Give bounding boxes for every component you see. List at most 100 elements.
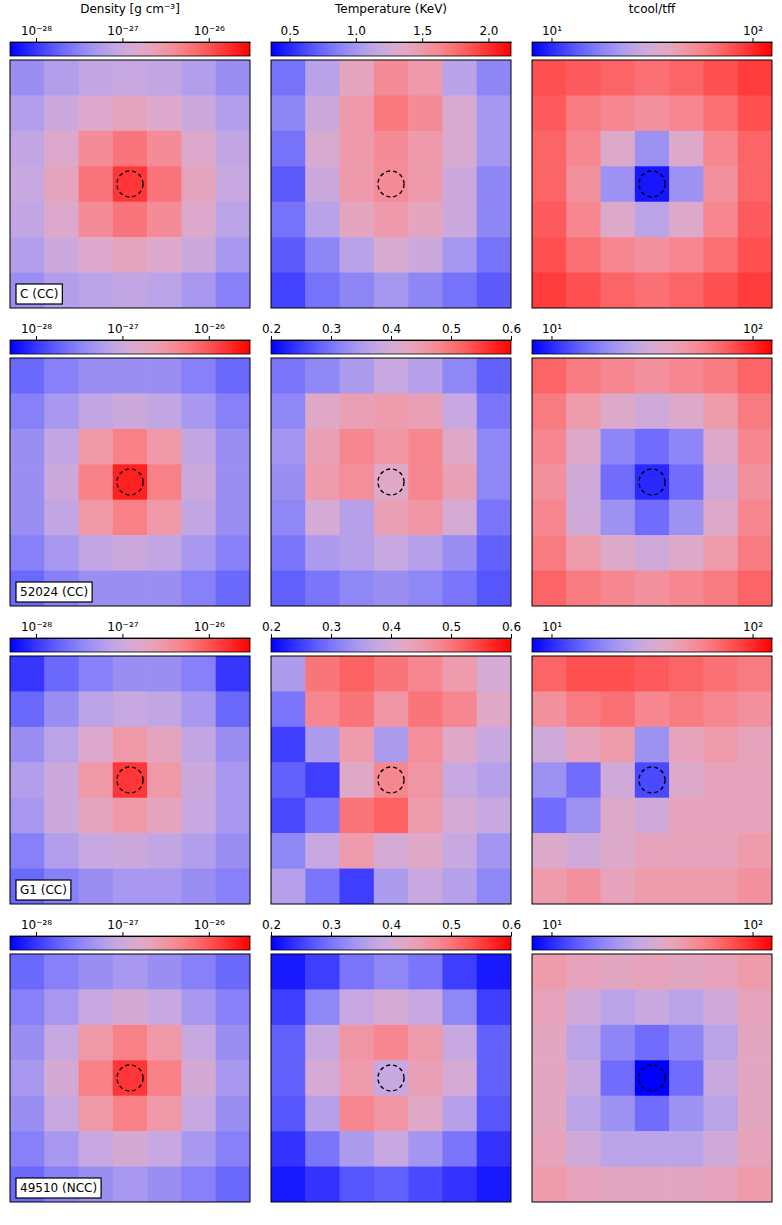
panel-frame <box>532 954 772 1202</box>
heatmap-cell <box>305 429 340 465</box>
colorbar-tick: 2.0 <box>479 24 498 42</box>
heatmap-cell <box>408 1025 443 1061</box>
colorbar-tick-mark <box>551 634 552 638</box>
heatmap-cell <box>305 166 340 202</box>
colorbar <box>271 936 511 950</box>
heatmap-cell <box>113 1096 148 1132</box>
heatmap-cell <box>181 954 216 990</box>
heatmap-cell <box>181 202 216 238</box>
heatmap-cell <box>738 464 772 500</box>
heatmap-cell <box>113 393 148 429</box>
heatmap-cell <box>374 535 409 571</box>
heatmap-cell <box>635 131 670 167</box>
colorbar-tick: 10⁻²⁸ <box>21 322 52 340</box>
heatmap-cell <box>635 273 670 308</box>
heatmap-cell <box>79 464 114 500</box>
heatmap-cell <box>374 95 409 131</box>
heatmap-cell <box>601 571 636 606</box>
heatmap-cell <box>669 1060 704 1096</box>
heatmap-cell <box>113 656 148 692</box>
heatmap-cell <box>408 237 443 273</box>
heatmap-cell <box>147 833 182 869</box>
heatmap-cell <box>669 131 704 167</box>
heatmap-cell <box>10 95 45 131</box>
colorbar-tick-label: 0.2 <box>262 918 281 932</box>
colorbar <box>10 936 250 950</box>
heatmap-cell <box>181 762 216 798</box>
heatmap-cell <box>216 1096 250 1132</box>
colorbar-tick: 10⁻²⁷ <box>107 24 138 42</box>
heatmap-cell <box>703 1096 738 1132</box>
heatmap-cell <box>44 464 79 500</box>
heatmap-cell <box>738 273 772 308</box>
heatmap-cell <box>216 954 250 990</box>
heatmap-cell <box>703 1025 738 1061</box>
heatmap-cell <box>477 833 511 869</box>
heatmap-cell <box>113 131 148 167</box>
core-circle <box>639 469 665 495</box>
colorbar-tick-mark <box>551 336 552 340</box>
heatmap-cell <box>181 869 216 904</box>
heatmap-cell <box>477 237 511 273</box>
heatmap-cell <box>738 60 772 96</box>
heatmap-cell <box>532 202 567 238</box>
heatmap-cell <box>374 869 409 904</box>
heatmap-cell <box>703 273 738 308</box>
colorbar-tick-mark <box>753 634 754 638</box>
heatmap-cell <box>532 393 567 429</box>
colorbar-tick-label: 0.5 <box>442 918 461 932</box>
heatmap-cell <box>216 95 250 131</box>
colorbar-tick: 10² <box>743 918 763 936</box>
heatmap-cell <box>44 166 79 202</box>
heatmap-cell <box>442 989 477 1025</box>
colorbar-tick: 0.4 <box>382 620 401 638</box>
colorbar-tick-label: 10⁻²⁷ <box>107 620 138 634</box>
heatmap-cell <box>703 429 738 465</box>
heatmap-cell <box>79 989 114 1025</box>
heatmap-cell <box>532 798 567 834</box>
heatmap-cell <box>113 95 148 131</box>
heatmap-cell <box>181 500 216 536</box>
heatmap-cell <box>635 464 670 500</box>
heatmap-cell <box>442 500 477 536</box>
heatmap-cell <box>340 833 375 869</box>
heatmap-cell <box>703 464 738 500</box>
heatmap-cell <box>669 393 704 429</box>
heatmap-cell <box>477 1131 511 1167</box>
panel-label-frame <box>16 284 62 304</box>
heatmap-cell <box>635 237 670 273</box>
heatmap-cell <box>669 798 704 834</box>
heatmap-cell <box>738 798 772 834</box>
heatmap-cell <box>79 798 114 834</box>
heatmap-cell <box>442 273 477 308</box>
panel-frame <box>10 358 250 606</box>
heatmap-cell <box>532 571 567 606</box>
heatmap-cell <box>113 202 148 238</box>
heatmap-cell <box>566 131 601 167</box>
heatmap-cell <box>442 798 477 834</box>
heatmap-cell <box>601 1025 636 1061</box>
heatmap-cell <box>408 571 443 606</box>
heatmap-cell <box>738 237 772 273</box>
colorbar-axis: 10¹10² <box>533 322 773 341</box>
colorbar-tick: 10² <box>743 24 763 42</box>
heatmap-cell <box>113 691 148 727</box>
heatmap-cell <box>271 166 306 202</box>
heatmap-cell <box>216 1025 250 1061</box>
heatmap-cell <box>408 954 443 990</box>
colorbar-title: Density [g cm⁻³] <box>80 2 180 16</box>
heatmap-cell <box>601 393 636 429</box>
heatmap-cell <box>271 727 306 763</box>
colorbar-tick-label: 0.5 <box>442 620 461 634</box>
heatmap-cell <box>738 833 772 869</box>
heatmap-cell <box>669 989 704 1025</box>
colorbar-tick-label: 10¹ <box>542 918 562 932</box>
heatmap-cell <box>44 1131 79 1167</box>
heatmap-cell <box>216 202 250 238</box>
heatmap-cell <box>601 429 636 465</box>
heatmap-cell <box>532 237 567 273</box>
heatmap-cell <box>566 656 601 692</box>
heatmap-cell <box>340 95 375 131</box>
heatmap-cell <box>305 500 340 536</box>
heatmap-cell <box>147 95 182 131</box>
